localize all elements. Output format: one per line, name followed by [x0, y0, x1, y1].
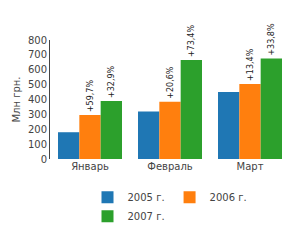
svg-text:Январь: Январь	[71, 161, 109, 172]
svg-text:+20,6%: +20,6%	[166, 66, 175, 99]
svg-text:400: 400	[28, 94, 47, 105]
svg-text:0: 0	[41, 154, 47, 165]
svg-text:Март: Март	[237, 161, 264, 172]
svg-text:+13,4%: +13,4%	[246, 48, 255, 81]
svg-text:Млн грн.: Млн грн.	[11, 76, 22, 122]
svg-text:+73,4%: +73,4%	[187, 25, 196, 58]
svg-text:800: 800	[28, 35, 47, 46]
svg-text:+33,8%: +33,8%	[267, 23, 276, 56]
svg-text:2005 г.: 2005 г.	[128, 192, 165, 203]
svg-text:700: 700	[28, 49, 47, 60]
svg-text:100: 100	[28, 139, 47, 150]
svg-text:+32,9%: +32,9%	[107, 65, 116, 98]
svg-text:2006 г.: 2006 г.	[210, 192, 247, 203]
svg-text:Февраль: Февраль	[147, 161, 193, 172]
svg-text:+59,7%: +59,7%	[86, 80, 95, 113]
svg-text:300: 300	[28, 109, 47, 120]
svg-text:2007 г.: 2007 г.	[128, 211, 165, 222]
svg-text:200: 200	[28, 124, 47, 135]
svg-text:600: 600	[28, 64, 47, 75]
svg-text:500: 500	[28, 79, 47, 90]
